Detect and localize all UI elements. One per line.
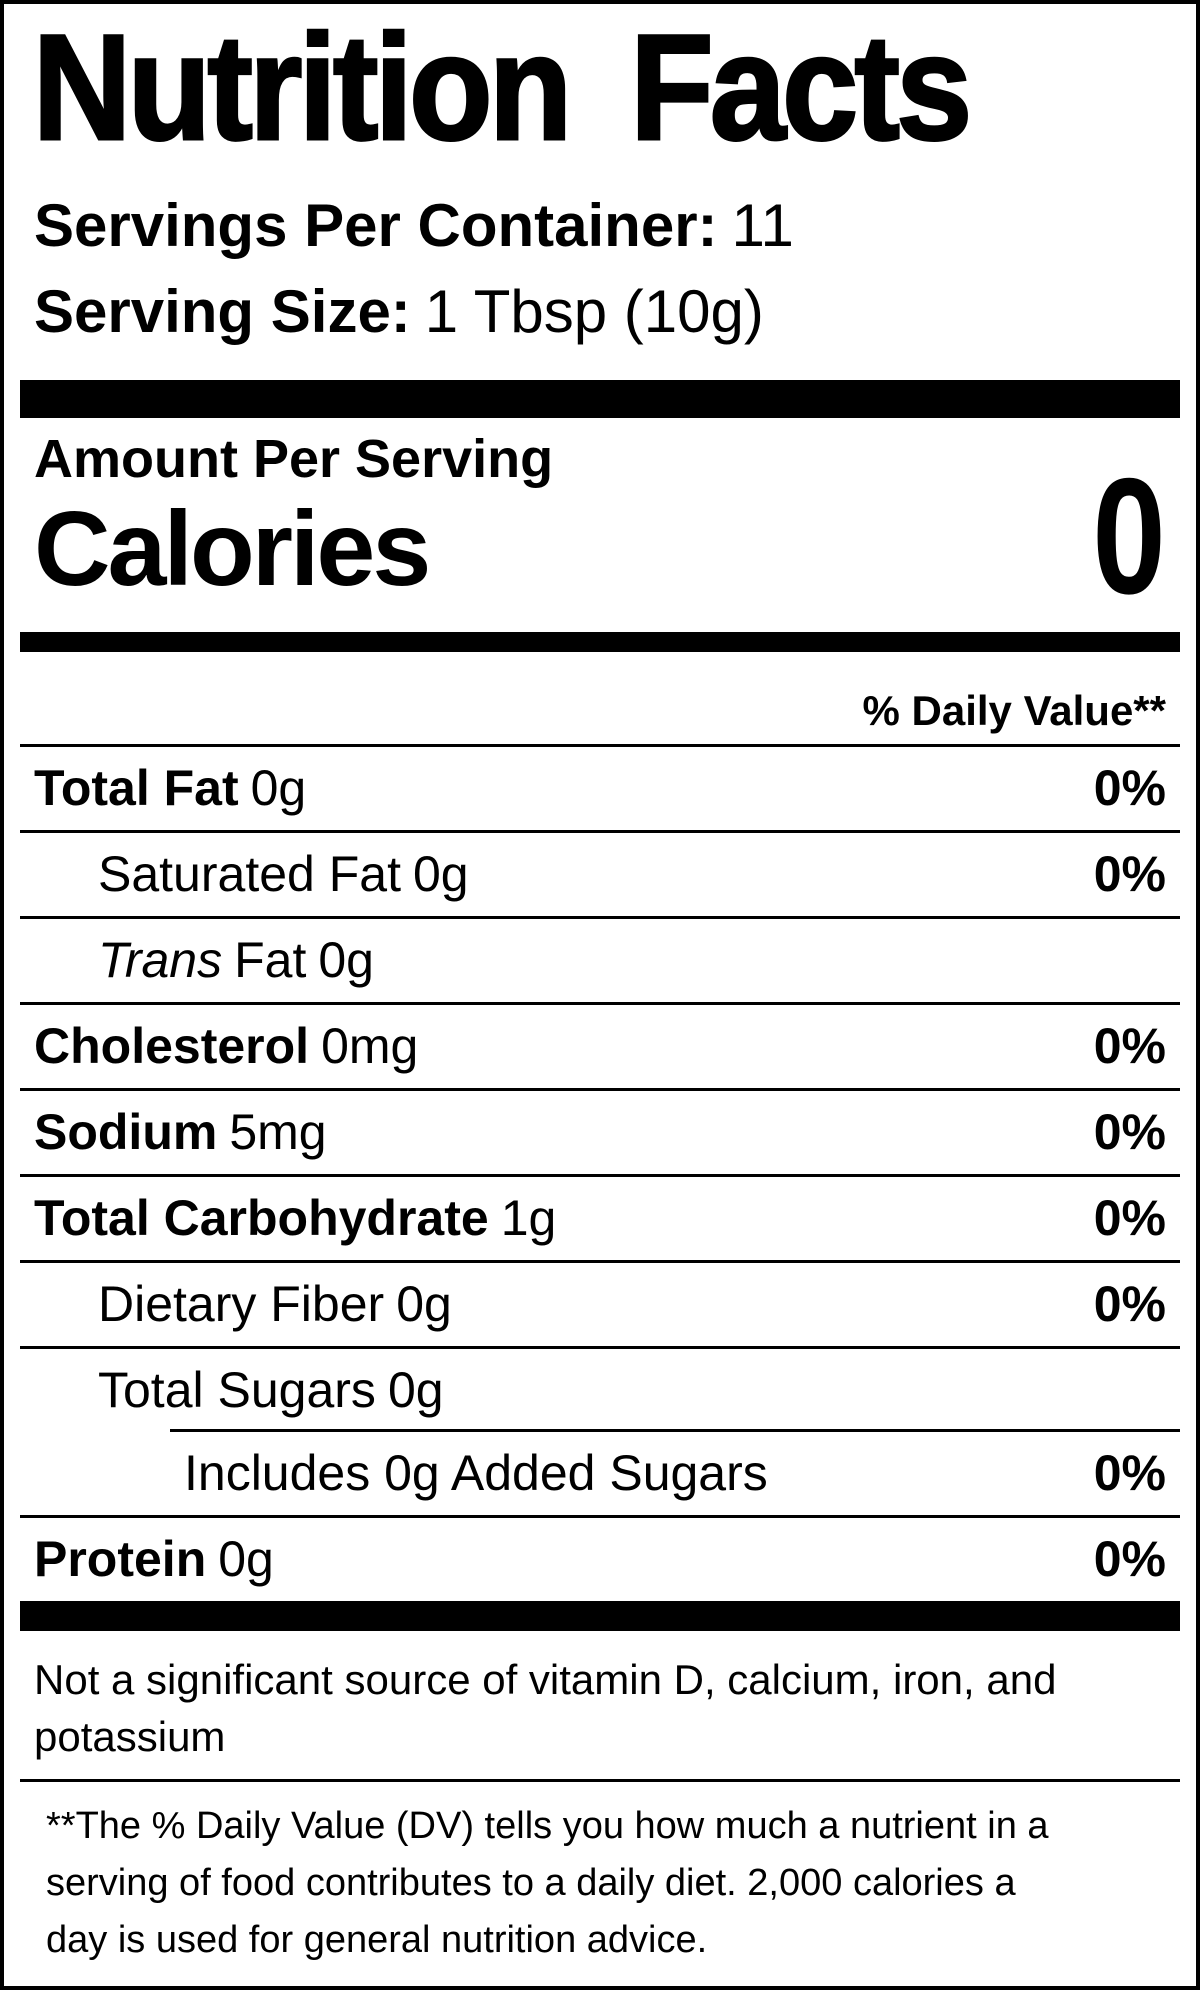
nutrient-name: Total Carbohydrate bbox=[34, 1190, 489, 1246]
serving-size-value: 1 Tbsp (10g) bbox=[424, 278, 764, 345]
separator-bar-thick-bottom bbox=[20, 1601, 1180, 1631]
not-significant-note: Not a significant source of vitamin D, c… bbox=[34, 1656, 1057, 1761]
calories-value: 0 bbox=[1092, 444, 1166, 628]
separator-bar-thick-top bbox=[20, 380, 1180, 418]
nutrient-amount: 5mg bbox=[229, 1104, 327, 1160]
nutrient-name: Fat bbox=[234, 932, 307, 988]
nutrient-row: Trans Fat 0g bbox=[20, 919, 1180, 1005]
nutrient-daily-value: 0% bbox=[1093, 760, 1166, 816]
servings-per-container-value: 11 bbox=[731, 192, 794, 259]
label-title: Nutrition Facts bbox=[31, 3, 973, 171]
calories-section: Amount Per Serving Calories 0 bbox=[20, 418, 1180, 628]
serving-size-line: Serving Size: 1 Tbsp (10g) bbox=[20, 256, 1180, 342]
nutrient-amount: 0g bbox=[412, 846, 469, 902]
nutrient-amount: 0g bbox=[218, 1531, 274, 1587]
footnote-separator bbox=[20, 1779, 1180, 1783]
daily-value-header: % Daily Value** bbox=[20, 652, 1180, 747]
nutrient-daily-value: 0% bbox=[1093, 1276, 1166, 1332]
nutrient-name: Total Sugars bbox=[98, 1362, 376, 1418]
nutrient-daily-value: 0% bbox=[1093, 1445, 1166, 1501]
nutrient-amount: 0g bbox=[396, 1276, 452, 1332]
nutrient-daily-value: 0% bbox=[1093, 1531, 1166, 1587]
nutrient-name: Sodium bbox=[34, 1104, 218, 1160]
separator-bar-medium bbox=[20, 632, 1180, 652]
nutrient-amount: 1g bbox=[500, 1190, 557, 1246]
nutrient-daily-value: 0% bbox=[1093, 1190, 1166, 1246]
nutrient-daily-value: 0% bbox=[1093, 1104, 1166, 1160]
calories-left-column: Amount Per Serving Calories bbox=[34, 432, 553, 602]
nutrient-amount: 0g bbox=[387, 1362, 444, 1418]
daily-value-footnote: **The % Daily Value (DV) tells you how m… bbox=[46, 1805, 1049, 1962]
nutrient-amount: 0mg bbox=[321, 1018, 419, 1074]
nutrient-amount: 0g bbox=[250, 760, 307, 816]
nutrient-name: Total Fat bbox=[34, 760, 239, 816]
servings-per-container-label: Servings Per Container: bbox=[34, 192, 718, 259]
amount-per-serving-label: Amount Per Serving bbox=[34, 429, 554, 489]
nutrient-amount: 0g bbox=[318, 932, 374, 988]
nutrient-rows: Total Fat 0g 0% Saturated Fat 0g 0% Tran… bbox=[20, 747, 1180, 1601]
nutrient-row: Dietary Fiber 0g 0% bbox=[20, 1263, 1180, 1349]
nutrient-row: Cholesterol 0mg 0% bbox=[20, 1005, 1180, 1091]
nutrient-name: Includes 0g Added Sugars bbox=[184, 1445, 768, 1501]
nutrient-row: Sodium 5mg 0% bbox=[20, 1091, 1180, 1177]
nutrient-name-italic-prefix: Trans bbox=[98, 932, 223, 988]
nutrient-row: Total Fat 0g 0% bbox=[20, 747, 1180, 833]
nutrient-name: Cholesterol bbox=[34, 1018, 310, 1074]
nutrient-name: Saturated Fat bbox=[98, 846, 401, 902]
nutrient-name: Protein bbox=[34, 1531, 207, 1587]
nutrient-row: Saturated Fat 0g 0% bbox=[20, 833, 1180, 919]
calories-label: Calories bbox=[34, 490, 431, 608]
nutrient-row: Total Carbohydrate 1g 0% bbox=[20, 1177, 1180, 1263]
nutrient-name: Dietary Fiber bbox=[98, 1276, 385, 1332]
nutrient-row: Protein 0g 0% bbox=[20, 1518, 1180, 1601]
servings-per-container-line: Servings Per Container: 11 bbox=[20, 162, 1180, 256]
nutrient-daily-value: 0% bbox=[1093, 846, 1166, 902]
nutrient-daily-value: 0% bbox=[1093, 1018, 1166, 1074]
nutrient-row: Includes 0g Added Sugars 0% bbox=[20, 1429, 1180, 1518]
serving-size-label: Serving Size: bbox=[34, 278, 411, 345]
nutrient-row: Total Sugars 0g bbox=[20, 1349, 1180, 1432]
